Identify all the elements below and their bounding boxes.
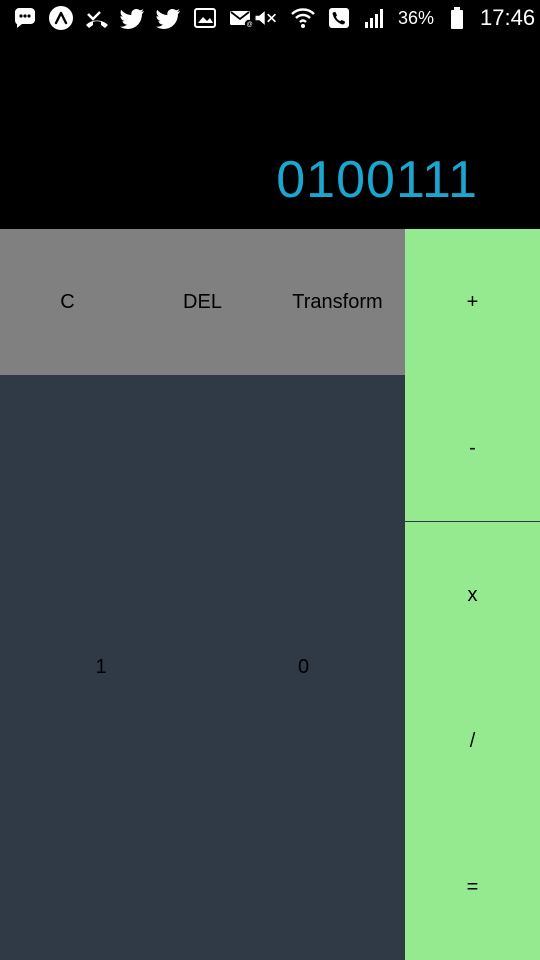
transform-button[interactable]: Transform (292, 290, 383, 313)
status-left-icons: @ (12, 5, 254, 31)
digits-area: 1 0 (0, 375, 405, 960)
result-display: 0100111 (0, 36, 540, 229)
twitter-icon (120, 5, 146, 31)
mail-icon: @ (228, 5, 254, 31)
plus-button[interactable]: + (466, 290, 479, 313)
clear-button[interactable]: C (60, 290, 75, 313)
wifi-icon (290, 5, 316, 31)
delete-button[interactable]: DEL (183, 290, 222, 313)
multiply-button[interactable]: x (467, 583, 478, 606)
keypad: C DEL Transform 1 0 + - x / = (0, 229, 540, 960)
battery-icon (444, 5, 470, 31)
signal-icon (362, 5, 388, 31)
divide-button[interactable]: / (469, 729, 476, 752)
app-launcher-icon (48, 5, 74, 31)
mute-icon (254, 5, 280, 31)
svg-text:@: @ (247, 22, 253, 28)
twitter-icon (156, 5, 182, 31)
gallery-icon (192, 5, 218, 31)
status-right-icons: 36% 17:46 (254, 5, 535, 31)
clock: 17:46 (480, 5, 536, 30)
digit-one-button[interactable]: 1 (95, 656, 107, 678)
battery-percent: 36% (398, 7, 435, 28)
status-bar: @ (0, 0, 540, 36)
message-icon (12, 5, 38, 31)
digit-zero-button[interactable]: 0 (297, 656, 310, 678)
equals-button[interactable]: = (466, 875, 479, 898)
missed-call-icon (84, 5, 110, 31)
operators-column: + - x / = (405, 229, 540, 960)
display-value: 0100111 (276, 151, 478, 209)
phone-call-icon (326, 5, 352, 31)
function-row: C DEL Transform (0, 229, 405, 375)
minus-button[interactable]: - (469, 436, 476, 459)
operators-divider (405, 521, 540, 522)
